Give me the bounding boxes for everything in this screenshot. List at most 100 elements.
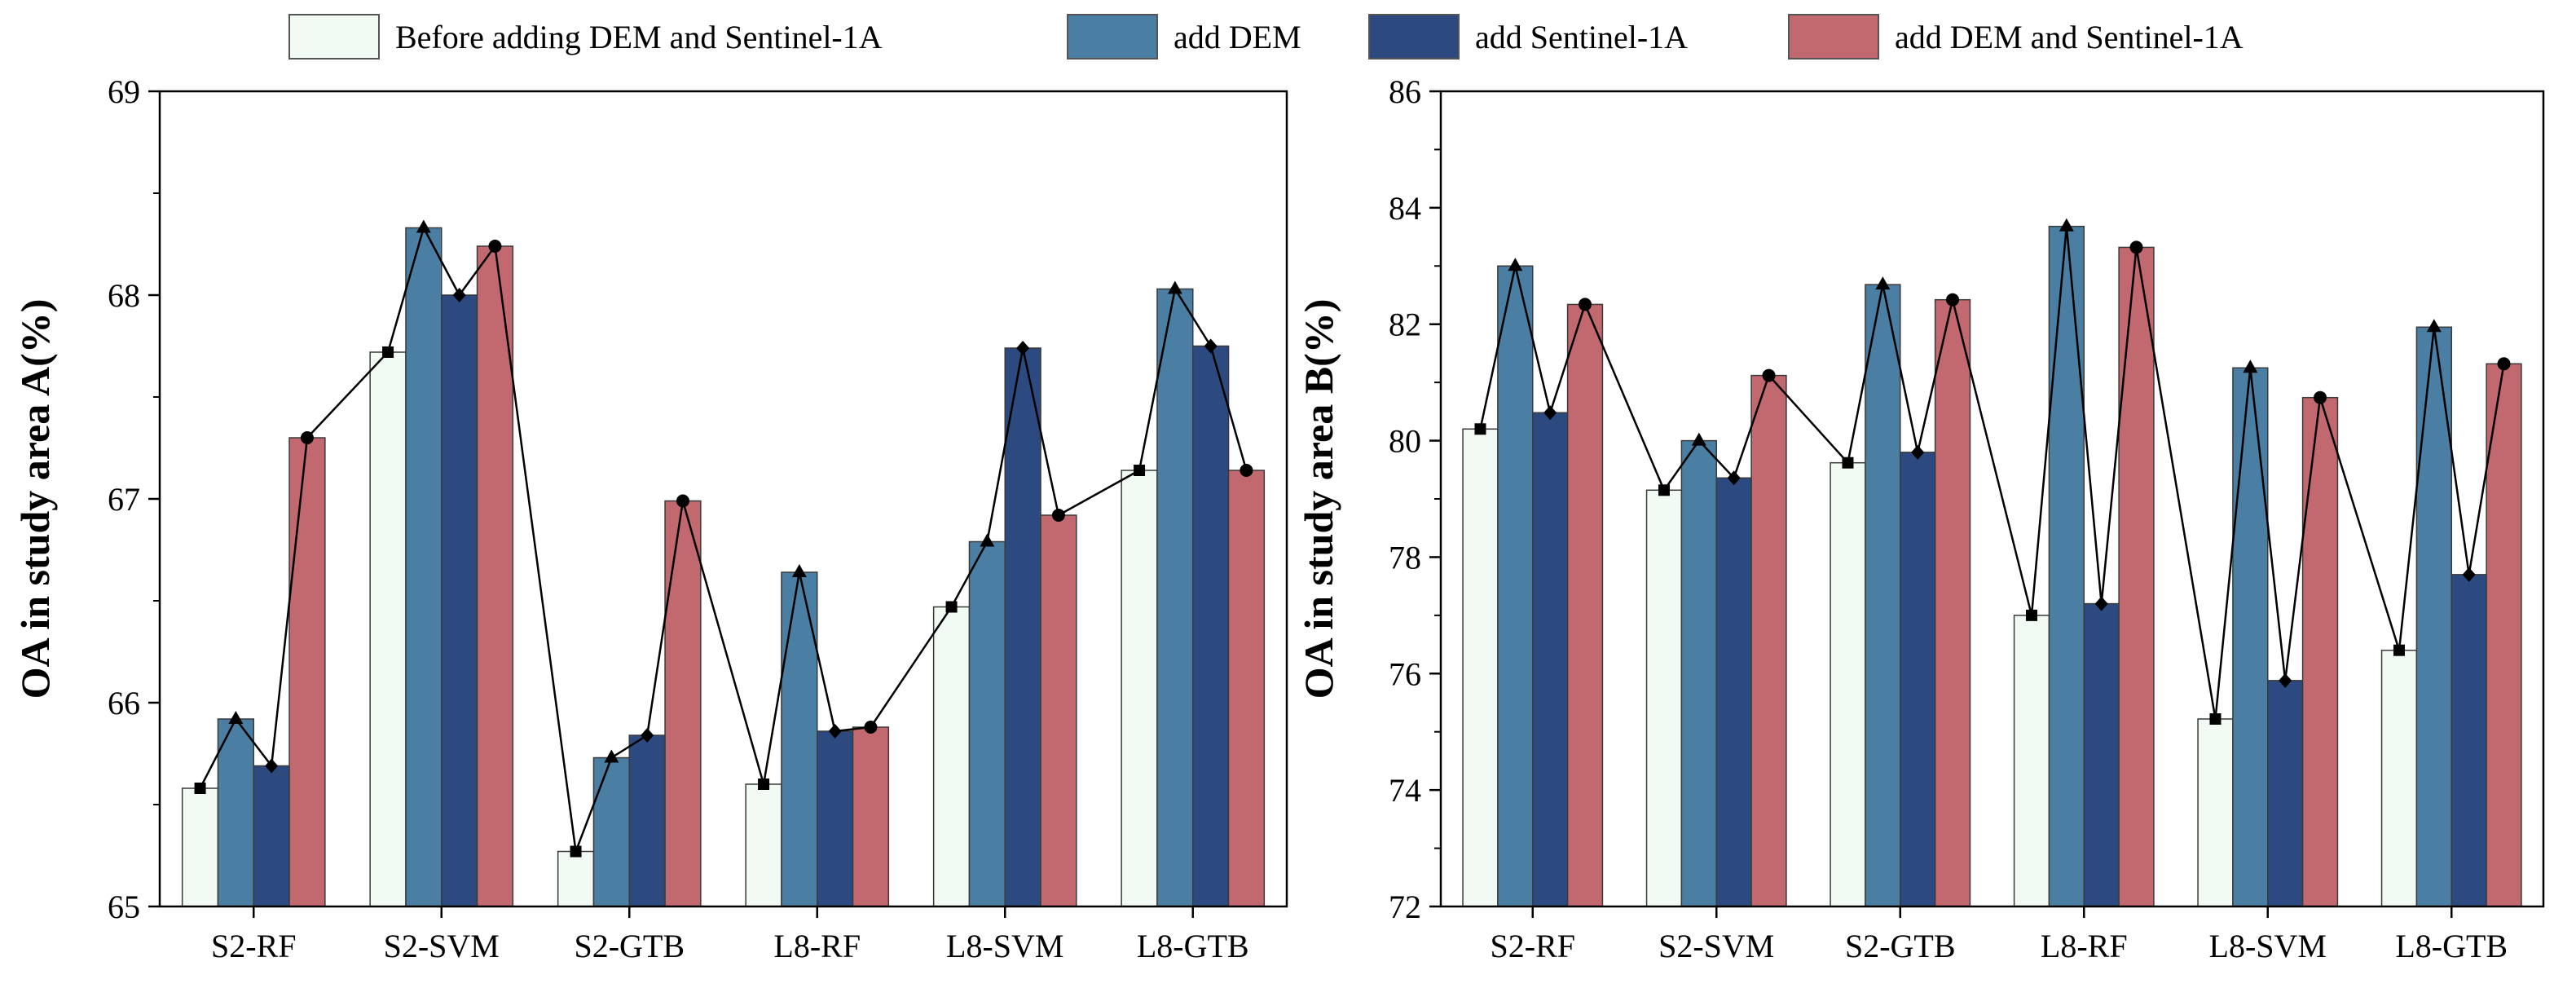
- marker-a-s2-rf-s1: [194, 783, 206, 794]
- marker-b-l8-rf-s4: [2129, 240, 2143, 254]
- marker-b-l8-svm-s2: [2243, 359, 2258, 373]
- marker-a-l8-gtb-s3: [1204, 338, 1218, 354]
- bar-a-l8-rf-s1: [745, 783, 782, 907]
- marker-a-l8-rf-s2: [791, 564, 807, 577]
- marker-b-l8-rf-s3: [2094, 596, 2108, 611]
- y-tick-label-a-0: 65: [108, 889, 140, 925]
- bar-a-s2-rf-s4: [288, 437, 326, 907]
- plot-frame-b: [1439, 90, 2545, 908]
- marker-b-l8-rf-s1: [2025, 609, 2037, 621]
- bar-b-s2-svm-s4: [1750, 374, 1787, 907]
- x-tick-label-b-0: S2-RF: [1491, 928, 1576, 964]
- marker-b-s2-svm-s1: [1658, 484, 1670, 496]
- marker-a-s2-rf-s2: [228, 711, 244, 724]
- bar-b-l8-svm-s2: [2232, 367, 2269, 907]
- legend-label-4: add DEM and Sentinel-1A: [1895, 19, 2244, 55]
- y-tick-label-b-2: 76: [1389, 655, 1421, 692]
- marker-b-s2-gtb-s1: [1842, 457, 1854, 469]
- bar-b-l8-svm-s4: [2301, 396, 2339, 907]
- y-tick-label-a-1: 66: [108, 685, 140, 721]
- marker-b-l8-svm-s1: [2209, 713, 2222, 725]
- y-tick-label-b-3: 78: [1389, 539, 1421, 576]
- marker-a-s2-svm-s1: [382, 346, 394, 358]
- bar-b-l8-rf-s2: [2048, 225, 2085, 907]
- x-tick-label-a-5: L8-GTB: [1137, 928, 1249, 964]
- bar-a-s2-gtb-s2: [592, 756, 631, 907]
- x-tick-label-a-1: S2-SVM: [384, 928, 500, 964]
- marker-b-l8-gtb-s1: [2393, 644, 2405, 656]
- bar-a-l8-rf-s3: [817, 730, 854, 907]
- x-tick-label-b-1: S2-SVM: [1658, 928, 1774, 964]
- bar-b-s2-gtb-s3: [1900, 452, 1936, 907]
- marker-a-s2-rf-s3: [265, 758, 279, 774]
- bar-b-l8-gtb-s4: [2486, 363, 2522, 907]
- bar-a-s2-gtb-s4: [664, 500, 702, 907]
- x-tick-label-a-4: L8-SVM: [946, 928, 1063, 964]
- x-tick-label-b-2: S2-GTB: [1845, 928, 1956, 964]
- chart-panel-a: 65 66 67 68 69 S2-RF S2-SVM S2-GTB L8-RF L8-SVM L8…: [12, 73, 1288, 964]
- marker-b-l8-svm-s3: [2279, 673, 2292, 688]
- legend-swatch-3: [1368, 14, 1460, 60]
- bar-b-l8-rf-s3: [2083, 602, 2120, 907]
- legend-label-1: Before adding DEM and Sentinel-1A: [395, 19, 883, 55]
- legend-swatch-4: [1788, 14, 1879, 60]
- bar-b-l8-svm-s3: [2267, 680, 2304, 907]
- marker-a-l8-svm-s4: [1051, 509, 1065, 522]
- bar-a-l8-gtb-s3: [1192, 345, 1230, 907]
- bar-a-s2-svm-s1: [369, 351, 407, 907]
- bar-b-s2-gtb-s4: [1934, 298, 1971, 907]
- bar-a-l8-gtb-s4: [1227, 470, 1266, 907]
- marker-b-s2-rf-s3: [1543, 405, 1557, 421]
- marker-b-s2-svm-s3: [1727, 470, 1741, 486]
- bar-b-s2-gtb-s2: [1865, 284, 1901, 907]
- bar-a-l8-gtb-s1: [1121, 470, 1158, 907]
- bar-b-s2-gtb-s1: [1830, 461, 1866, 907]
- bar-a-l8-gtb-s2: [1156, 288, 1194, 907]
- bar-b-l8-rf-s4: [2118, 246, 2155, 907]
- marker-a-s2-rf-s4: [300, 431, 314, 444]
- bar-b-l8-svm-s1: [2197, 718, 2234, 907]
- bar-a-l8-svm-s4: [1040, 514, 1077, 907]
- y-tick-label-b-1: 74: [1389, 772, 1421, 809]
- marker-b-s2-gtb-s2: [1875, 276, 1891, 290]
- marker-a-l8-rf-s3: [828, 724, 842, 739]
- y-tick-label-b-7: 86: [1389, 73, 1421, 110]
- bar-b-s2-rf-s2: [1497, 265, 1534, 907]
- marker-a-s2-gtb-s4: [676, 494, 689, 508]
- marker-b-s2-rf-s1: [1474, 423, 1486, 435]
- marker-b-l8-svm-s4: [2314, 390, 2327, 404]
- y-axis-label-a: OA in study area A(%): [12, 299, 58, 699]
- chart-panel-b: 72 74 76 78 80 82 84 86 S2-RF S2-SVM S2-GTB L8-RF L8…: [1296, 73, 2545, 964]
- y-tick-label-a-3: 68: [108, 277, 140, 314]
- marker-a-l8-svm-s3: [1016, 341, 1030, 355]
- bar-a-s2-rf-s1: [181, 787, 219, 907]
- bar-b-s2-svm-s1: [1645, 489, 1683, 907]
- trend-line-a: [199, 225, 1248, 852]
- marker-b-s2-svm-s2: [1691, 432, 1706, 446]
- marker-a-s2-gtb-s2: [604, 749, 619, 763]
- bar-a-l8-svm-s3: [1004, 347, 1041, 907]
- bar-b-s2-svm-s3: [1715, 477, 1752, 907]
- marker-b-l8-rf-s2: [2059, 218, 2074, 232]
- bar-a-l8-svm-s2: [968, 540, 1006, 907]
- marker-a-l8-rf-s4: [864, 721, 878, 734]
- bar-a-l8-rf-s2: [781, 571, 818, 907]
- y-tick-label-b-4: 80: [1389, 423, 1421, 460]
- bar-a-l8-rf-s4: [852, 726, 890, 907]
- bar-a-s2-rf-s3: [253, 765, 290, 907]
- marker-a-s2-svm-s3: [452, 288, 466, 302]
- y-tick-label-b-6: 84: [1389, 190, 1421, 227]
- marker-a-s2-svm-s2: [416, 219, 431, 233]
- bar-b-s2-rf-s1: [1462, 428, 1499, 907]
- bar-a-s2-gtb-s1: [557, 850, 595, 907]
- x-tick-label-a-3: L8-RF: [773, 928, 861, 964]
- marker-a-l8-svm-s1: [945, 601, 958, 613]
- plot-frame-a: [158, 90, 1288, 908]
- bar-b-l8-rf-s1: [2013, 615, 2050, 907]
- bar-b-l8-gtb-s3: [2451, 574, 2487, 907]
- legend: Before adding DEM and Sentinel-1A add DEM…: [288, 14, 2244, 60]
- marker-a-l8-gtb-s4: [1240, 464, 1253, 477]
- trend-line-b: [1479, 226, 2505, 720]
